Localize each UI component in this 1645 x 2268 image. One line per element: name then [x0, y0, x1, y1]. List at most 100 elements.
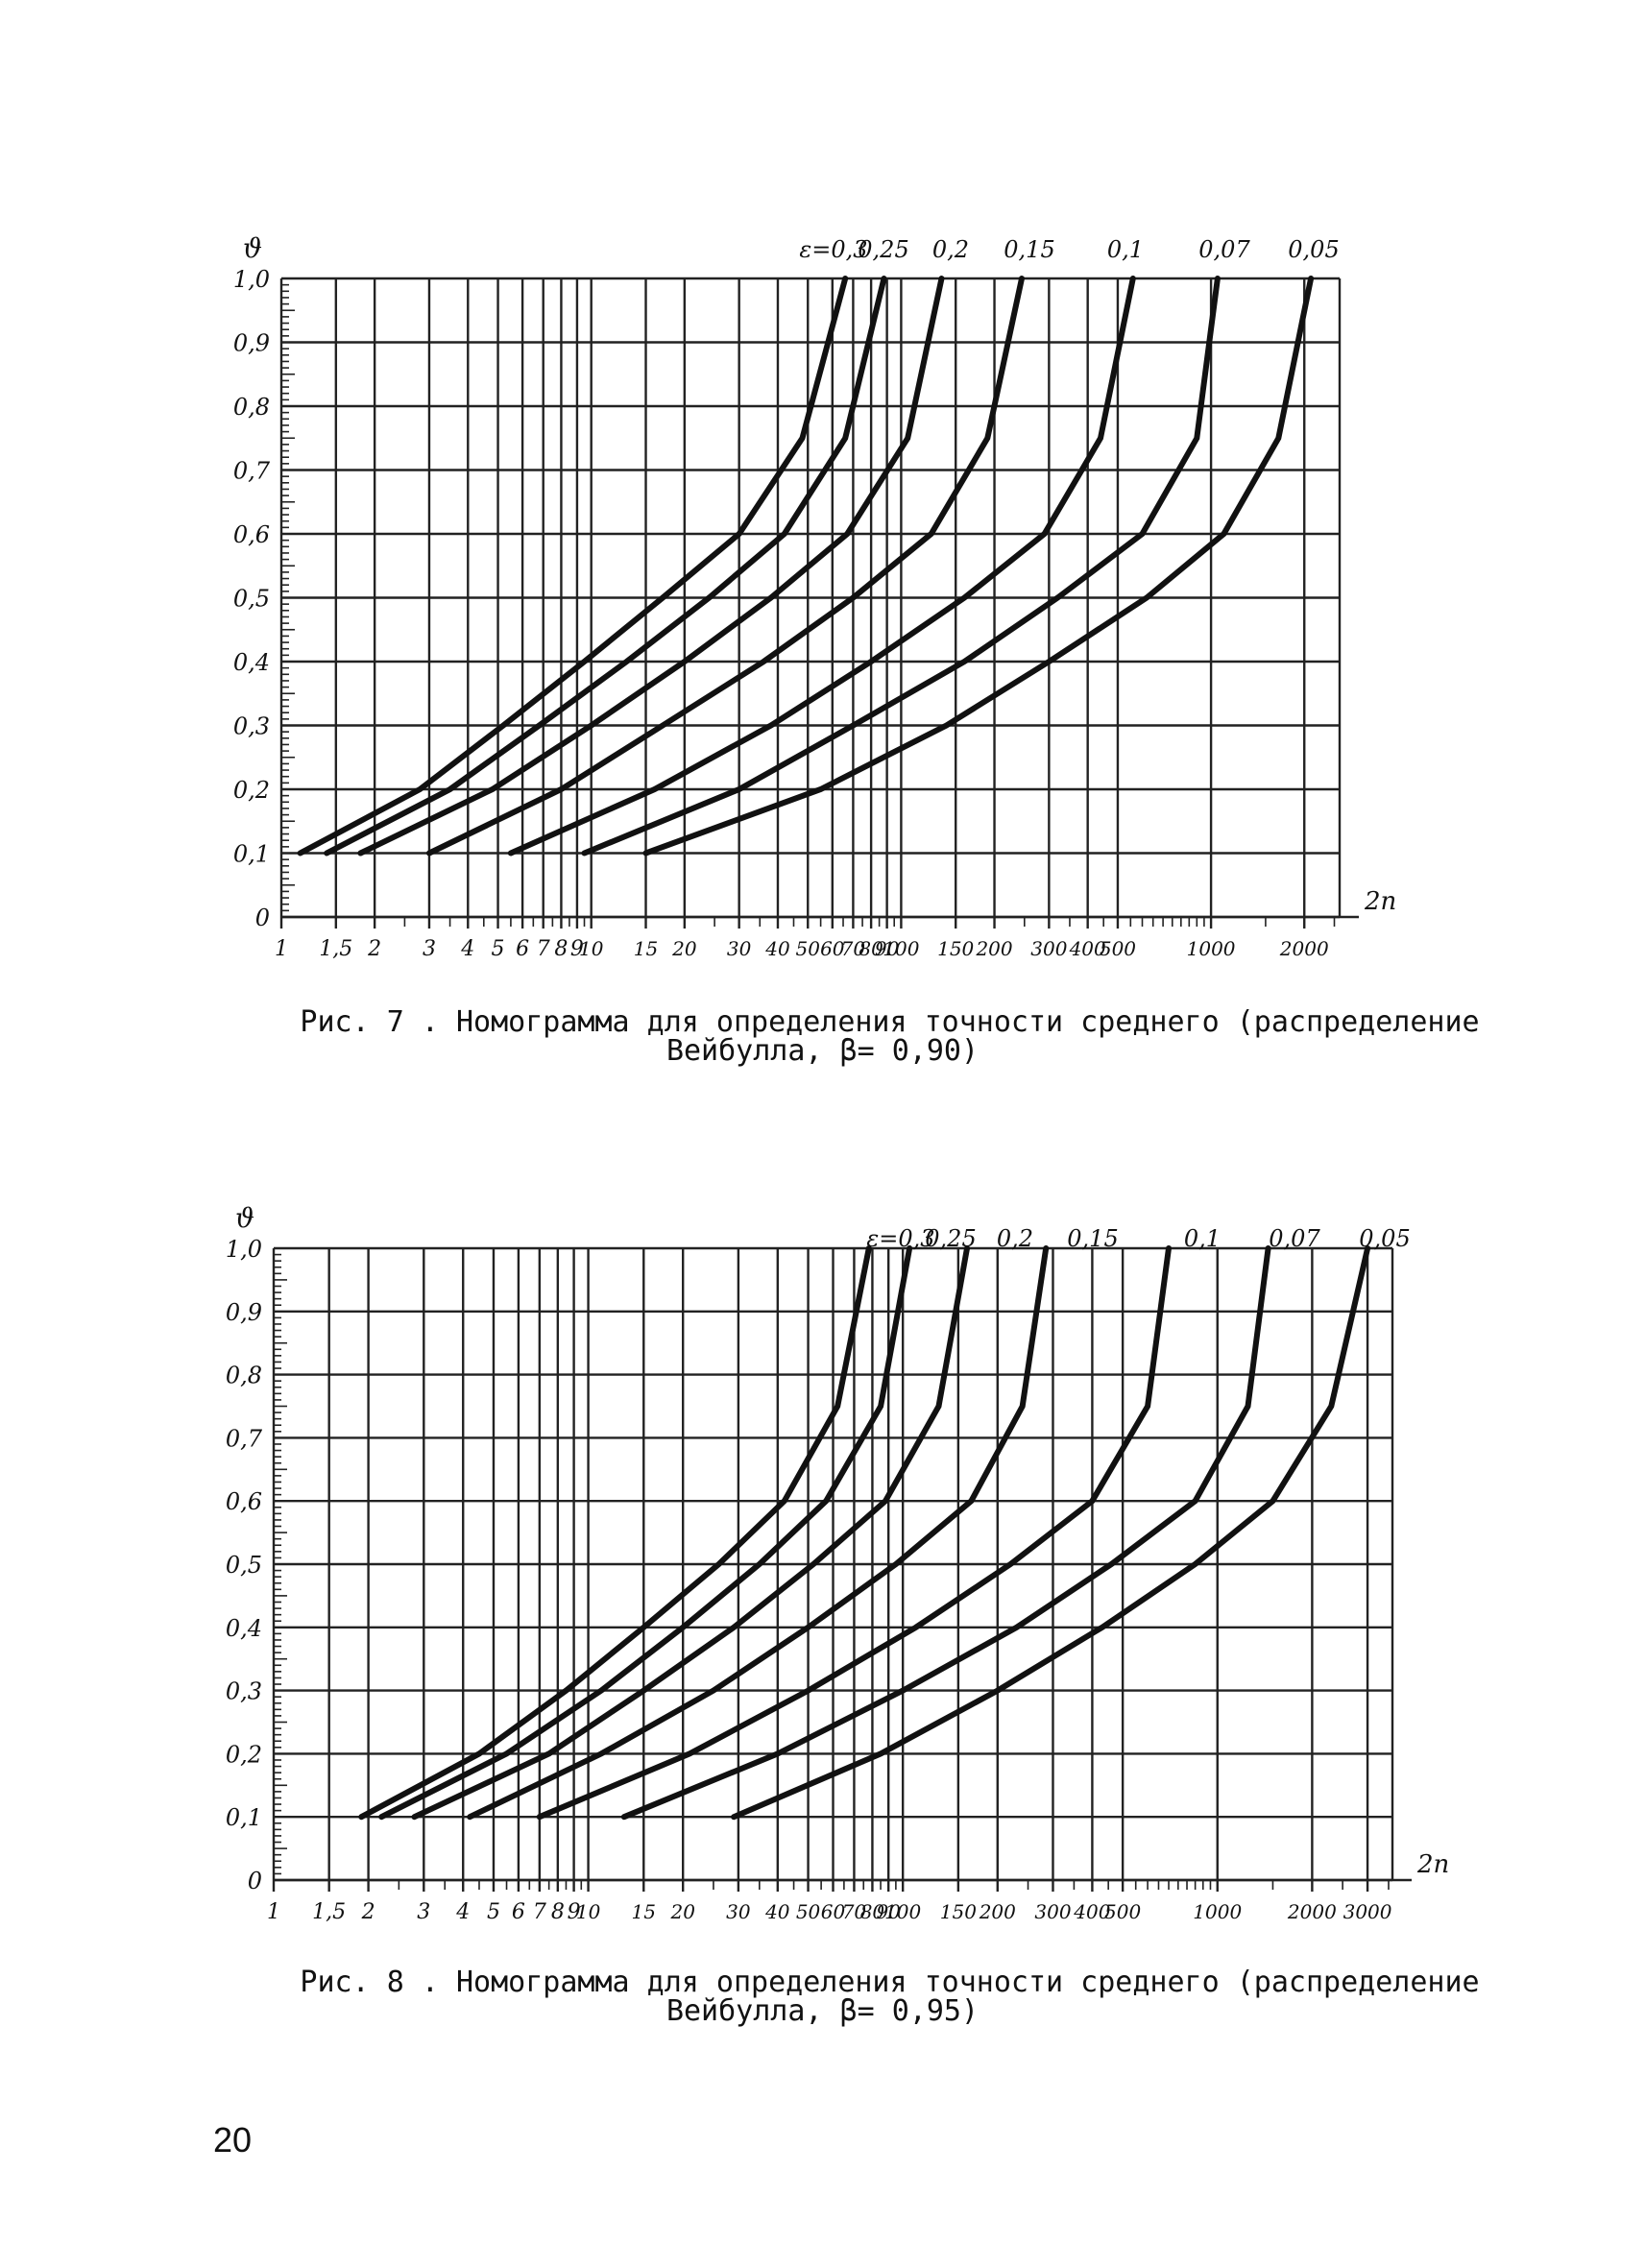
x-tick-label: 150 [940, 1900, 977, 1923]
series-curve [378, 1245, 913, 1821]
x-tick-label: 70 [841, 937, 866, 960]
x-tick-label: 5 [492, 937, 505, 961]
y-axis-symbol: ϑ [243, 232, 262, 264]
nomogram-figure-8: 00,10,20,30,40,50,60,70,80,91,01 1,5 2 3 4 5 6… [226, 1202, 1449, 1924]
y-tick-label: 0,2 [226, 1741, 262, 1768]
y-tick-label: 0,4 [226, 1615, 262, 1642]
x-tick-label: 500 [1104, 1900, 1141, 1923]
x-tick-label: 150 [937, 937, 974, 960]
x-tick-label: 1000 [1187, 937, 1236, 960]
y-tick-label: 0,1 [226, 1804, 262, 1831]
x-tick-label: 3000 [1343, 1900, 1392, 1923]
figure-8-caption-line1: Рис. 8 . Номограмма для определения точн… [300, 1966, 1480, 1999]
x-tick-label: 9 [568, 1900, 581, 1924]
x-tick-label: 80 [859, 937, 883, 960]
x-tick-label: 15 [634, 937, 658, 960]
x-tick-label: 15 [632, 1900, 656, 1923]
x-tick-label: 1 [267, 1900, 280, 1924]
y-tick-label: 0,8 [226, 1363, 262, 1389]
curve-label: ε=0,3 [799, 236, 867, 263]
curve-label: 0,2 [932, 236, 969, 263]
x-tick-label: 7 [537, 937, 550, 961]
x-tick-label: 3 [423, 937, 436, 961]
x-tick-label: 6 [516, 937, 529, 961]
x-tick-label: 10 [579, 937, 604, 960]
curve-label: 0,05 [1288, 236, 1339, 263]
x-tick-label: 300 [1034, 1900, 1071, 1923]
series-curve [426, 276, 1025, 857]
x-axis-symbol: 2n [1416, 1850, 1449, 1879]
x-tick-label: 90 [875, 937, 900, 960]
x-tick-label: 30 [727, 937, 752, 960]
x-tick-label: 30 [726, 1900, 751, 1923]
x-tick-label: 80 [860, 1900, 885, 1923]
y-tick-label: 0,6 [226, 1488, 262, 1515]
series-curve [467, 1245, 1050, 1821]
x-tick-label: 60 [820, 937, 845, 960]
y-tick-label: 0,7 [226, 1425, 263, 1452]
y-tick-label: 0 [248, 1868, 262, 1894]
x-tick-label: 400 [1073, 1900, 1110, 1923]
curve-label: 0,07 [1198, 236, 1250, 263]
x-tick-label: 2 [361, 1900, 375, 1924]
series-curve [536, 1245, 1172, 1821]
curve-label: 0,1 [1107, 236, 1144, 263]
y-tick-label: 0,7 [233, 458, 271, 485]
x-tick-label: 4 [460, 937, 474, 961]
figure-7-caption: Рис. 7 . Номограмма для определения точн… [0, 1008, 1645, 1066]
x-tick-label: 1,5 [319, 937, 352, 961]
y-tick-label: 1,0 [226, 1236, 262, 1263]
figure-7-caption-line2: Вейбулла, β= 0,90) [665, 1034, 980, 1068]
series-curve [297, 276, 849, 857]
x-tick-label: 100 [883, 937, 919, 960]
x-tick-label: 3 [417, 1900, 430, 1924]
curve-label: 0,1 [1184, 1225, 1221, 1252]
x-tick-label: 70 [842, 1900, 867, 1923]
series-curve [411, 1245, 970, 1821]
series-curve [581, 276, 1221, 857]
nomogram-figure-7: 00,10,20,30,40,50,60,70,80,91,01 1,5 2 3 4 5 6… [233, 232, 1396, 961]
y-tick-label: 0,1 [233, 841, 270, 868]
x-tick-label: 1,5 [312, 1900, 346, 1924]
x-tick-label: 4 [455, 1900, 470, 1924]
curve-label: 0,15 [1067, 1225, 1118, 1252]
x-tick-label: 40 [764, 1900, 790, 1923]
series-curve [731, 1245, 1371, 1821]
x-tick-label: 200 [975, 937, 1012, 960]
y-tick-label: 1,0 [233, 266, 270, 293]
y-tick-label: 0,3 [226, 1678, 262, 1705]
x-tick-label: 60 [821, 1900, 846, 1923]
figure-8-caption: Рис. 8 . Номограмма для определения точн… [0, 1968, 1645, 2026]
x-tick-label: 20 [669, 1900, 695, 1923]
y-tick-label: 0,3 [233, 713, 270, 740]
x-tick-label: 2000 [1287, 1900, 1337, 1923]
x-tick-label: 10 [576, 1900, 601, 1923]
x-tick-label: 7 [533, 1900, 546, 1924]
y-tick-label: 0,8 [233, 394, 270, 421]
x-tick-label: 500 [1100, 937, 1136, 960]
x-tick-label: 8 [554, 937, 568, 961]
x-tick-label: 1000 [1193, 1900, 1242, 1923]
x-tick-label: 9 [570, 937, 584, 961]
x-tick-label: 1 [275, 937, 288, 961]
curve-label: 0,2 [997, 1225, 1033, 1252]
y-tick-label: 0 [255, 905, 270, 931]
series-curve [642, 276, 1315, 857]
page-number: 20 [213, 2120, 253, 2159]
x-tick-label: 400 [1069, 937, 1106, 960]
x-tick-label: 40 [764, 937, 790, 960]
curve-label: 0,07 [1269, 1225, 1320, 1252]
y-tick-label: 0,2 [233, 777, 270, 804]
y-tick-label: 0,9 [233, 330, 270, 357]
x-tick-label: 2 [367, 937, 381, 961]
x-axis-symbol: 2n [1364, 887, 1396, 916]
x-tick-label: 20 [671, 937, 697, 960]
x-tick-label: 6 [512, 1900, 525, 1924]
y-axis-symbol: ϑ [235, 1202, 254, 1234]
series-curve [357, 276, 945, 857]
x-tick-label: 100 [884, 1900, 921, 1923]
y-tick-label: 0,6 [233, 521, 270, 548]
figure-7-caption-line1: Рис. 7 . Номограмма для определения точн… [300, 1005, 1480, 1039]
series-curve [507, 276, 1136, 857]
